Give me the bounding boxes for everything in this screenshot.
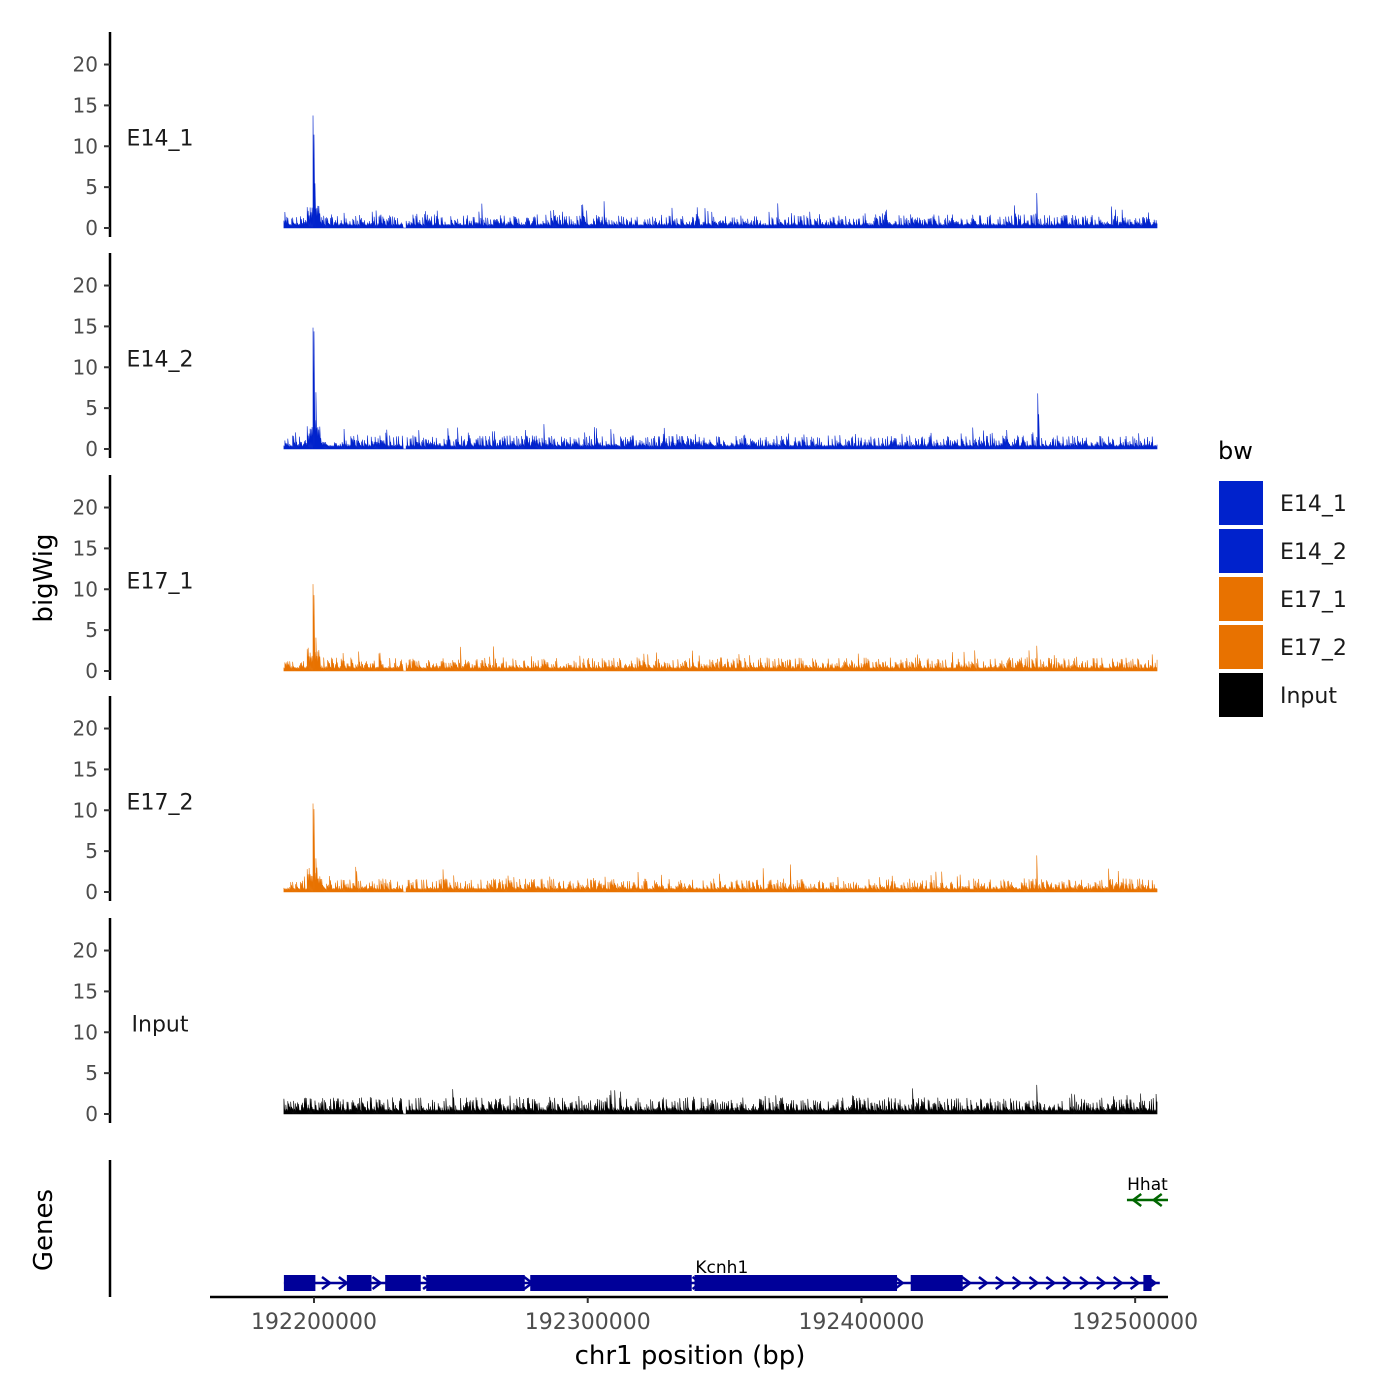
gene-Kcnh1: Kcnh1 [283, 1258, 1160, 1291]
legend-item-E14_1: E14_1 [1217, 479, 1347, 527]
y-tick-label: 0 [85, 216, 98, 240]
strand-arrow [1112, 1276, 1124, 1290]
strand-arrow [995, 1276, 1006, 1290]
genes-axis-title: Genes [29, 1189, 59, 1271]
exon [346, 1275, 372, 1291]
track-Input: 0 5 10 15 20 Input [73, 918, 1158, 1126]
legend-label: E14_2 [1280, 540, 1347, 565]
legend-label: E14_1 [1280, 492, 1347, 517]
strand-arrow [1131, 1193, 1142, 1207]
y-axis-title: bigWig [29, 533, 59, 622]
y-tick-label: 10 [73, 577, 98, 601]
strand-arrow [371, 1276, 383, 1290]
coverage-area-Input [283, 1084, 1158, 1115]
legend-title: bw [1218, 437, 1253, 465]
y-tick-label: 0 [85, 880, 98, 904]
strand-arrow [1062, 1276, 1074, 1290]
track-label: E17_2 [127, 791, 194, 816]
y-tick-label: 5 [85, 175, 98, 199]
y-tick-label: 20 [73, 53, 98, 77]
legend-item-Input: Input [1217, 671, 1337, 719]
strand-arrow [1028, 1276, 1040, 1290]
y-tick-label: 10 [73, 798, 98, 822]
track-label: E14_2 [127, 348, 194, 373]
exon [426, 1275, 525, 1291]
y-tick-label: 0 [85, 1102, 98, 1126]
y-tick-label: 10 [73, 1020, 98, 1044]
strand-arrow [338, 1276, 349, 1290]
gene-track: Kcnh1 Hhat [108, 1160, 1168, 1297]
y-tick-label: 5 [85, 839, 98, 863]
y-tick-label: 0 [85, 659, 98, 683]
legend-swatch [1217, 575, 1265, 623]
y-tick-label: 20 [73, 717, 98, 741]
strand-arrow [978, 1276, 990, 1290]
coverage-area-E14_2 [283, 327, 1158, 450]
exon [283, 1275, 316, 1291]
y-tick-label: 20 [73, 496, 98, 520]
strand-arrow [1011, 1276, 1023, 1290]
x-tick-label: 192200000 [251, 1310, 377, 1335]
y-tick-label: 20 [73, 939, 98, 963]
strand-arrow [1129, 1276, 1141, 1290]
gene-label: Hhat [1127, 1175, 1168, 1195]
exon [1143, 1275, 1152, 1291]
x-tick-label: 192500000 [1072, 1310, 1198, 1335]
legend-item-E17_2: E17_2 [1217, 623, 1347, 671]
legend: E14_1 E14_2 E17_1 E17_2 Input [1217, 479, 1347, 719]
strand-arrow [1151, 1193, 1163, 1207]
track-label: E14_1 [127, 127, 194, 152]
legend-item-E17_1: E17_1 [1217, 575, 1347, 623]
exon [910, 1275, 963, 1291]
legend-swatch [1217, 671, 1265, 719]
legend-label: E17_2 [1280, 636, 1347, 661]
y-tick-label: 15 [73, 536, 98, 560]
strand-arrow [321, 1276, 333, 1290]
x-tick-label: 192400000 [798, 1310, 924, 1335]
legend-label: E17_1 [1280, 588, 1347, 613]
gene-label: Kcnh1 [695, 1258, 748, 1278]
exon [385, 1275, 421, 1291]
strand-arrow [893, 1276, 905, 1290]
y-tick-label: 0 [85, 437, 98, 461]
y-tick-label: 15 [73, 979, 98, 1003]
track-E14_1: 0 5 10 15 20 E14_1 [73, 32, 1158, 240]
strand-arrow [1045, 1276, 1057, 1290]
x-axis: 192200000 192300000 192400000 192500000 [210, 1295, 1198, 1335]
y-tick-label: 15 [73, 757, 98, 781]
coverage-area-E17_2 [283, 803, 1158, 893]
y-tick-label: 15 [73, 93, 98, 117]
gene-Hhat: Hhat [1126, 1175, 1168, 1207]
legend-swatch [1217, 479, 1265, 527]
y-tick-label: 20 [73, 274, 98, 298]
track-E14_2: 0 5 10 15 20 E14_2 [73, 253, 1158, 461]
strand-arrow [1079, 1276, 1091, 1290]
y-tick-label: 10 [73, 355, 98, 379]
coverage-area-E17_1 [283, 584, 1158, 672]
strand-arrow [961, 1276, 973, 1290]
coverage-tracks: 05101520E14_105101520E14_205101520E17_10… [73, 32, 1158, 1126]
legend-swatch [1217, 623, 1265, 671]
strand-arrow [1096, 1276, 1107, 1290]
track-label: Input [132, 1013, 189, 1038]
y-tick-label: 5 [85, 396, 98, 420]
exon [530, 1275, 692, 1291]
legend-swatch [1217, 527, 1265, 575]
coverage-area-E14_1 [283, 115, 1158, 229]
legend-item-E14_2: E14_2 [1217, 527, 1347, 575]
track-E17_1: 0 5 10 15 20 E17_1 [73, 475, 1158, 683]
track-E17_2: 0 5 10 15 20 E17_2 [73, 696, 1158, 904]
x-tick-label: 192300000 [525, 1310, 651, 1335]
track-label: E17_1 [127, 570, 194, 595]
legend-label: Input [1280, 684, 1337, 709]
y-tick-label: 10 [73, 134, 98, 158]
y-tick-label: 5 [85, 618, 98, 642]
y-tick-label: 15 [73, 314, 98, 338]
y-tick-label: 5 [85, 1061, 98, 1085]
x-axis-title: chr1 position (bp) [575, 1341, 806, 1371]
exon [694, 1275, 898, 1291]
